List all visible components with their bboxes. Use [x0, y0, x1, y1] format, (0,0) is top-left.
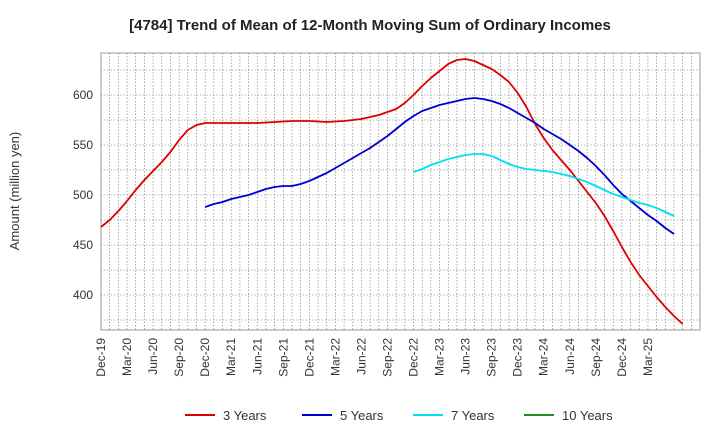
legend: 3 Years 5 Years 7 Years 10 Years: [185, 408, 613, 423]
x-tick-label: Jun-23: [459, 338, 473, 375]
y-tick-labels: 400 450 500 550 600: [73, 88, 93, 302]
x-tick-label: Mar-25: [641, 338, 655, 376]
series-lines: [100, 58, 684, 325]
y-axis-label: Amount (million yen): [7, 132, 22, 251]
x-tick-label: Mar-21: [224, 338, 238, 376]
x-tick-label: Dec-22: [407, 338, 421, 377]
grid: [101, 53, 700, 330]
x-tick-label: Dec-24: [615, 338, 629, 377]
x-tick-label: Mar-24: [537, 338, 551, 376]
legend-label: 10 Years: [562, 408, 613, 423]
x-tick-label: Jun-22: [354, 338, 368, 375]
series-line-7-years: [413, 153, 675, 217]
x-tick-label: Jun-20: [146, 338, 160, 375]
series-line-3-years: [100, 58, 684, 325]
x-tick-label: Sep-24: [589, 338, 603, 377]
x-tick-label: Sep-22: [380, 338, 394, 377]
y-tick-label: 500: [73, 188, 93, 202]
x-tick-label: Sep-23: [485, 338, 499, 377]
y-tick-label: 600: [73, 88, 93, 102]
x-tick-label: Mar-22: [328, 338, 342, 376]
chart-title: [4784] Trend of Mean of 12-Month Moving …: [129, 17, 611, 34]
x-tick-label: Jun-21: [250, 338, 264, 375]
x-tick-label: Dec-19: [94, 338, 108, 377]
x-tick-label: Mar-20: [120, 338, 134, 376]
x-tick-label: Dec-21: [302, 338, 316, 377]
x-tick-label: Dec-23: [511, 338, 525, 377]
x-tick-label: Sep-21: [276, 338, 290, 377]
x-tick-label: Jun-24: [563, 338, 577, 375]
legend-label: 7 Years: [451, 408, 495, 423]
x-tick-label: Sep-20: [172, 338, 186, 377]
plot-area: [100, 52, 701, 331]
legend-label: 5 Years: [340, 408, 384, 423]
series-line-5-years: [204, 97, 675, 235]
y-tick-label: 450: [73, 238, 93, 252]
y-tick-label: 550: [73, 138, 93, 152]
x-tick-label: Dec-20: [198, 338, 212, 377]
legend-label: 3 Years: [223, 408, 267, 423]
x-tick-labels: Dec-19 Mar-20 Jun-20 Sep-20 Dec-20 Mar-21 Jun-…: [94, 338, 655, 377]
y-tick-label: 400: [73, 288, 93, 302]
x-tick-label: Mar-23: [433, 338, 447, 376]
